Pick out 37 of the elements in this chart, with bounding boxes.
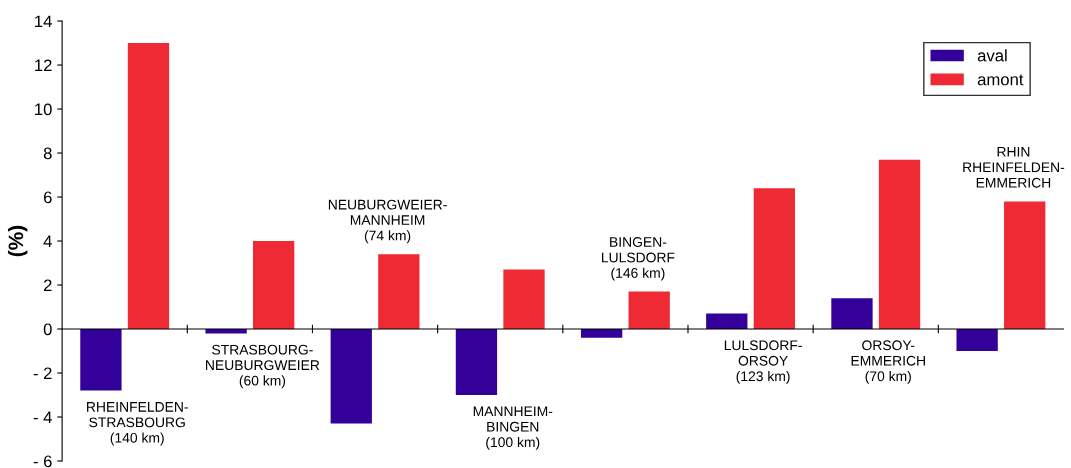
x-tick-label: LULSDORF- ORSOY (123 km) [724,340,802,384]
y-tick-label: - 6 [33,455,52,468]
bar [628,291,670,329]
y-tick-label: 4 [43,235,52,248]
bar [706,313,748,329]
x-tick-label: STRASBOURG- NEUBURGWEIER (60 km) [206,344,320,389]
y-tick-label: 2 [43,279,52,292]
bar [753,188,796,329]
bar [80,329,122,391]
x-tick-label: BINGEN- LULSDORF (146 km) [602,237,675,281]
bar [330,329,372,424]
bar [1004,201,1046,329]
y-tick-label: 6 [43,191,52,204]
legend-label: aval [977,49,1007,62]
bar [127,43,170,329]
x-tick-label: RHEINFELDEN- STRASBOURG (140 km) [87,402,188,446]
x-tick-label: RHIN RHEINFELDEN- EMMERICH [963,147,1065,188]
bar [253,241,295,329]
bar [956,329,998,351]
bar [878,159,921,329]
bar [503,269,545,329]
y-tick-label: 8 [43,147,52,160]
y-tick-label: 12 [35,59,52,72]
legend-label: amont [977,74,1024,86]
y-tick-label: 14 [35,15,52,28]
y-tick-label: 10 [35,103,52,116]
bar [580,329,623,338]
x-tick-label: NEUBURGWEIER- MANNHEIM (74 km) [328,199,447,244]
bar [831,298,873,329]
x-tick-label: ORSOY- EMMERICH (70 km) [851,340,925,384]
y-tick-label: 0 [43,323,52,336]
bar [378,254,420,329]
x-tick-label: MANNHEIM- BINGEN (100 km) [473,406,553,450]
y-tick-label: - 2 [33,367,52,380]
bar [455,329,498,395]
y-tick-label: - 4 [33,411,52,424]
y-axis-title: (%) [7,225,28,257]
